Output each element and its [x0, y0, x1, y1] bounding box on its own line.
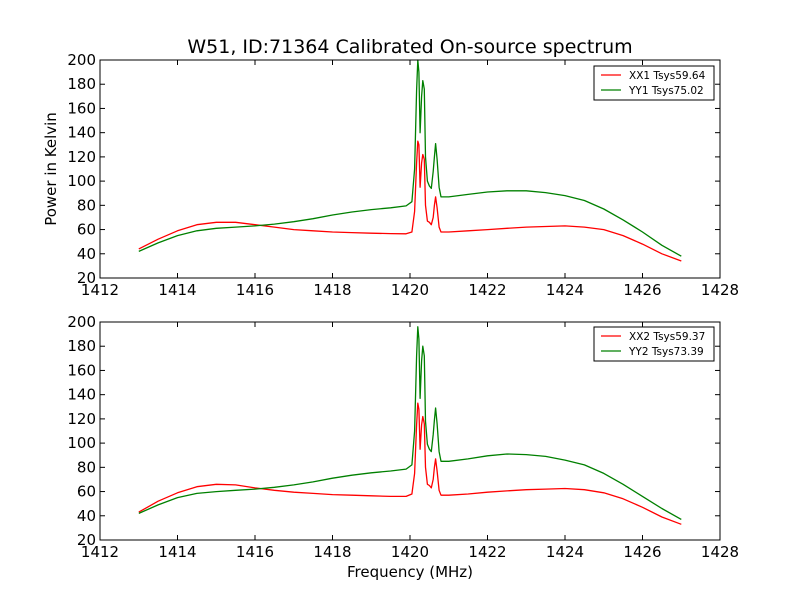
- x-tick-label: 1426: [623, 543, 661, 561]
- series-line-1: [138, 140, 682, 262]
- x-tick-label: 1414: [158, 543, 196, 561]
- chart-title: W51, ID:71364 Calibrated On-source spect…: [187, 36, 632, 58]
- x-tick-label: 1412: [81, 543, 119, 561]
- x-tick-label: 1412: [81, 281, 119, 299]
- x-tick-label: 1418: [313, 281, 351, 299]
- y-tick-label: 60: [77, 221, 96, 239]
- x-tick-label: 1420: [391, 281, 429, 299]
- y-tick-label: 40: [77, 507, 96, 525]
- plot-lines: [138, 326, 682, 525]
- x-tick-label: 1416: [236, 281, 274, 299]
- x-tick-label: 1428: [701, 543, 739, 561]
- y-tick-label: 200: [67, 51, 96, 69]
- x-tick-label: 1424: [546, 543, 584, 561]
- x-tick-label: 1416: [236, 543, 274, 561]
- legend-box: [593, 65, 715, 101]
- series-line-2: [138, 326, 682, 520]
- x-tick-label: 1414: [158, 281, 196, 299]
- y-tick-label: 80: [77, 196, 96, 214]
- y-tick-label: 200: [67, 313, 96, 331]
- plot-lines: [138, 59, 682, 262]
- top-spectrum-chart: W51, ID:71364 Calibrated On-source spect…: [42, 36, 739, 299]
- x-tick-label: 1420: [391, 543, 429, 561]
- x-axis-title: Frequency (MHz): [347, 563, 473, 581]
- bottom-spectrum-chart: Frequency (MHz) 1412 1414 1416 1418 1420 1422…: [67, 313, 739, 581]
- y-tick-label: 120: [67, 148, 96, 166]
- y-tick-label: 100: [67, 172, 96, 190]
- y-tick-label: 80: [77, 458, 96, 476]
- x-tick-label: 1426: [623, 281, 661, 299]
- y-tick-label: 100: [67, 434, 96, 452]
- y-tick-label: 120: [67, 410, 96, 428]
- x-tick-label: 1418: [313, 543, 351, 561]
- legend-label-yy2: YY2 Tsys73.39: [628, 346, 704, 358]
- series-line-2: [138, 59, 682, 257]
- y-tick-label: 20: [77, 531, 96, 549]
- y-tick-label: 40: [77, 245, 96, 263]
- legend-box: [593, 326, 715, 362]
- y-tick-label: 160: [67, 99, 96, 117]
- x-tick-label: 1424: [546, 281, 584, 299]
- y-axis-title: Power in Kelvin: [42, 112, 60, 226]
- legend: XX2 Tsys59.37 YY2 Tsys73.39: [593, 326, 715, 362]
- y-tick-label: 20: [77, 269, 96, 287]
- legend-label-yy1: YY1 Tsys75.02: [628, 85, 704, 97]
- y-tick-label: 160: [67, 361, 96, 379]
- legend-label-xx1: XX1 Tsys59.64: [629, 70, 706, 82]
- y-tick-label: 140: [67, 386, 96, 404]
- x-tick-label: 1422: [468, 543, 506, 561]
- x-tick-label: 1428: [701, 281, 739, 299]
- y-tick-label: 180: [67, 75, 96, 93]
- legend-label-xx2: XX2 Tsys59.37: [629, 331, 705, 343]
- y-tick-label: 180: [67, 337, 96, 355]
- y-tick-label: 140: [67, 124, 96, 142]
- legend: XX1 Tsys59.64 YY1 Tsys75.02: [593, 65, 715, 101]
- axis-ticks: 1412 1414 1416 1418 1420 1422 1424 1426 1428 20 40…: [67, 313, 739, 561]
- y-tick-label: 60: [77, 483, 96, 501]
- x-tick-label: 1422: [468, 281, 506, 299]
- series-line-1: [138, 402, 682, 525]
- axis-ticks: 1412 1414 1416 1418 1420 1422 1424 1426 1428 20 40…: [67, 51, 739, 299]
